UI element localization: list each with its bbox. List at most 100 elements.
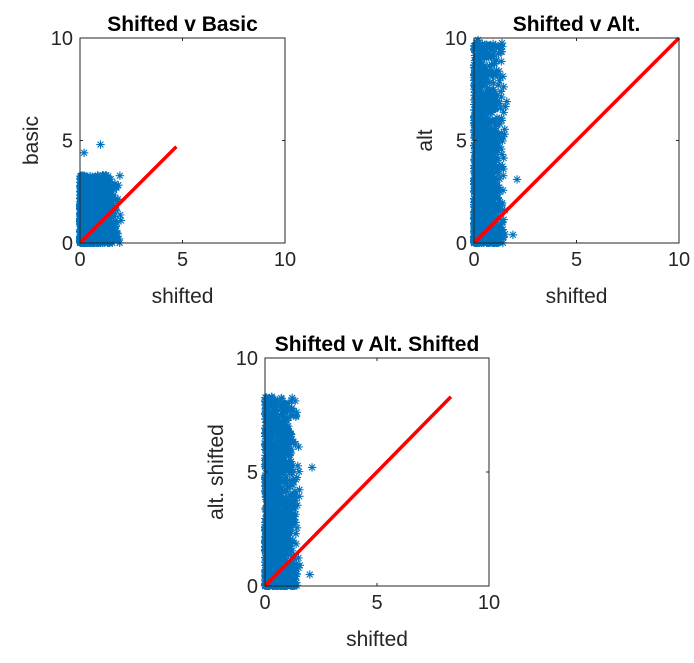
scatter-point: [77, 180, 86, 189]
scatter-point: [489, 199, 498, 208]
scatter-point: [105, 235, 114, 244]
scatter-point: [493, 210, 502, 220]
scatter-point: [471, 197, 480, 206]
scatter-point: [279, 456, 289, 465]
scatter-point: [491, 42, 501, 51]
scatter-point: [498, 225, 508, 234]
scatter-point: [495, 187, 504, 196]
scatter-point: [477, 111, 486, 120]
scatter-point: [499, 108, 508, 117]
scatter-point: [483, 123, 493, 132]
scatter-point: [476, 142, 486, 152]
scatter-point: [103, 218, 113, 227]
scatter-point: [94, 192, 104, 202]
scatter-point: [276, 468, 286, 478]
scatter-point: [496, 103, 505, 113]
scatter-point: [481, 76, 491, 85]
scatter-point: [279, 551, 288, 561]
scatter-point: [494, 165, 504, 174]
scatter-point: [295, 492, 304, 501]
scatter-point: [83, 197, 93, 207]
scatter-point: [485, 219, 495, 228]
scatter-point: [495, 99, 504, 108]
scatter-point: [98, 189, 107, 198]
scatter-point: [484, 71, 493, 80]
scatter-point: [474, 188, 484, 197]
scatter-point: [291, 539, 301, 549]
scatter-point: [494, 203, 503, 213]
scatter-point: [501, 102, 510, 111]
scatter-point: [79, 171, 89, 180]
subplot-shifted-v-alt: 0 5 10 0 5 10 shifted alt Shifted v Alt.: [414, 13, 690, 308]
scatter-point: [267, 515, 276, 525]
scatter-point: [471, 184, 480, 194]
scatter-point: [109, 212, 119, 221]
chart-title: Shifted v Basic: [107, 13, 258, 36]
x-tick-label: 0: [259, 592, 270, 614]
scatter-point: [291, 510, 300, 519]
scatter-point: [266, 449, 275, 459]
scatter-point: [282, 406, 291, 415]
scatter-point: [277, 574, 287, 584]
scatter-point: [474, 38, 484, 47]
scatter-point: [479, 129, 488, 138]
scatter-point: [499, 215, 508, 224]
scatter-point: [474, 48, 483, 58]
scatter-point: [476, 129, 486, 139]
scatter-point: [291, 518, 300, 527]
scatter-point: [109, 190, 119, 200]
scatter-point: [77, 227, 86, 237]
scatter-point: [276, 431, 286, 440]
scatter-point: [293, 461, 303, 471]
scatter-point: [476, 137, 485, 146]
scatter-point: [273, 413, 282, 422]
scatter-point: [80, 175, 90, 184]
scatter-point: [295, 561, 305, 570]
scatter-point: [474, 230, 483, 240]
scatter-point: [87, 189, 96, 198]
scatter-point: [484, 232, 493, 242]
scatter-point: [486, 41, 495, 50]
scatter-point: [292, 473, 302, 482]
scatter-point: [266, 579, 276, 588]
scatter-point: [275, 550, 284, 559]
scatter-point: [478, 100, 487, 109]
scatter-point: [502, 97, 511, 106]
scatter-point: [483, 106, 493, 116]
scatter-point: [291, 564, 301, 573]
scatter-point: [480, 205, 489, 215]
scatter-point: [487, 94, 496, 103]
scatter-point: [291, 571, 301, 581]
scatter-point: [480, 49, 489, 59]
scatter-point: [91, 199, 100, 209]
scatter-point: [500, 125, 509, 134]
x-axis-label: shifted: [152, 285, 214, 308]
scatter-point: [481, 180, 490, 190]
scatter-point: [270, 459, 279, 469]
scatter-point: [264, 418, 274, 427]
scatter-point: [274, 580, 284, 590]
scatter-point: [471, 212, 480, 222]
scatter-point: [280, 579, 289, 589]
scatter-point: [490, 92, 499, 102]
chart-title: Shifted v Alt. Shifted: [275, 333, 480, 356]
scatter-point: [86, 184, 95, 193]
scatter-point: [77, 188, 86, 197]
y-axis-label: basic: [20, 116, 43, 165]
scatter-point: [471, 120, 480, 130]
scatter-point: [85, 226, 94, 236]
scatter-point: [479, 136, 489, 146]
scatter-point: [265, 510, 275, 520]
scatter-point: [292, 559, 301, 568]
scatter-point: [483, 93, 493, 102]
scatter-point: [105, 188, 114, 197]
scatter-point: [87, 198, 97, 207]
y-axis-label: alt. shifted: [205, 424, 228, 520]
scatter-point: [84, 212, 93, 221]
x-axis-label: shifted: [546, 285, 608, 308]
scatter-point: [471, 102, 481, 112]
scatter-point: [470, 66, 480, 75]
scatter-point: [281, 522, 291, 532]
scatter-point: [288, 468, 297, 478]
scatter-points: [470, 35, 522, 247]
